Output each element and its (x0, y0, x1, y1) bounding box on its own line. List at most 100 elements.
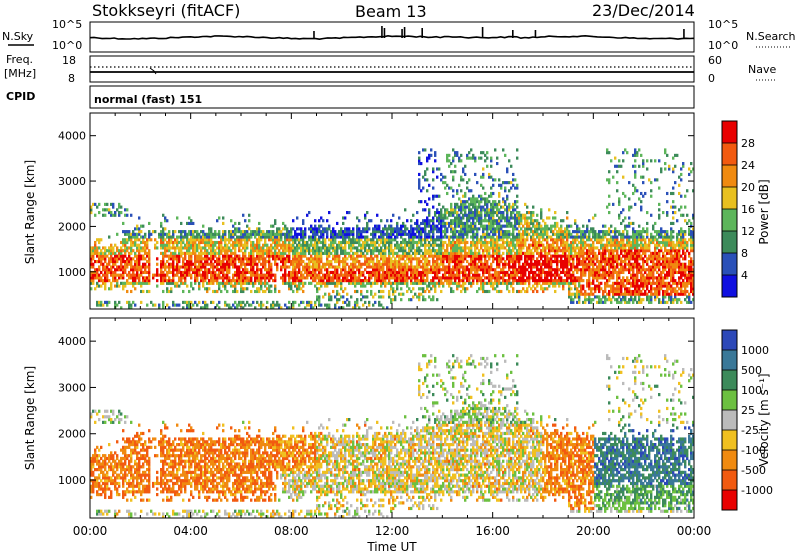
power-cell (564, 227, 567, 231)
power-cell (106, 300, 109, 304)
power-cell (240, 289, 243, 294)
power-cell (472, 200, 475, 204)
power-cell (194, 249, 197, 253)
power-cell (448, 251, 451, 255)
power-cell (452, 232, 455, 236)
power-cell (406, 276, 409, 280)
power-cell (96, 251, 99, 255)
power-cell (464, 246, 467, 250)
power-cell (178, 240, 181, 245)
power-cell (126, 262, 129, 266)
power-cell (144, 249, 147, 253)
power-cell (484, 219, 487, 223)
power-cell (102, 303, 105, 307)
power-cell (308, 251, 311, 255)
power-cell (450, 186, 453, 190)
power-cell (402, 251, 405, 255)
power-cell (314, 243, 317, 247)
power-cell (234, 279, 237, 283)
power-cell (454, 254, 457, 258)
freq-label: Freq. (6, 53, 33, 66)
power-cell (184, 254, 187, 258)
power-cell (290, 276, 293, 280)
power-cell (332, 230, 335, 234)
power-cell (484, 216, 487, 220)
power-cell (432, 265, 435, 269)
power-cell (292, 235, 295, 239)
power-cell (168, 270, 171, 275)
power-cell (186, 262, 189, 266)
power-cell (266, 254, 269, 258)
power-cell (436, 257, 439, 261)
power-cell (98, 303, 101, 307)
power-cell (510, 281, 513, 285)
power-cell (524, 213, 527, 217)
power-cell (288, 249, 291, 253)
power-cell (346, 232, 349, 236)
power-cell (102, 273, 105, 277)
power-cell (408, 230, 411, 234)
power-cell (302, 240, 305, 245)
power-cell (502, 181, 505, 185)
power-cell (458, 270, 461, 275)
power-cell (194, 246, 197, 250)
power-cell (150, 238, 153, 242)
power-cell (526, 279, 529, 283)
power-cell (536, 260, 539, 264)
power-cell (456, 251, 459, 255)
power-cell (344, 230, 347, 234)
power-cell (490, 262, 493, 266)
power-cell (464, 243, 467, 247)
power-cell (242, 260, 245, 264)
power-cell (412, 238, 415, 242)
power-cell (376, 249, 379, 253)
power-cell (276, 235, 279, 239)
power-cell (236, 257, 239, 261)
power-cell (102, 257, 105, 261)
power-cell (270, 265, 273, 269)
power-cell (294, 251, 297, 255)
power-cell (202, 240, 205, 245)
power-cell (90, 211, 93, 215)
power-cell (400, 254, 403, 258)
power-cell (426, 167, 429, 171)
power-cell (294, 230, 297, 234)
power-cell (382, 273, 385, 277)
power-cell (388, 246, 391, 250)
power-cell (304, 240, 307, 245)
power-cell (436, 211, 439, 215)
power-cell (526, 221, 529, 226)
power-cell (236, 273, 239, 277)
power-cell (440, 262, 443, 266)
power-cell (162, 300, 165, 304)
power-cell (434, 273, 437, 277)
power-cell (284, 303, 287, 307)
power-cell (412, 257, 415, 261)
power-cell (536, 219, 539, 223)
power-cell (328, 270, 331, 275)
power-cell (214, 276, 217, 280)
power-cell (236, 303, 239, 307)
power-cell (318, 249, 321, 253)
power-cell (466, 273, 469, 277)
power-cell (356, 289, 359, 294)
power-cell (398, 273, 401, 277)
power-cell (252, 240, 255, 245)
power-cell (166, 260, 169, 264)
power-cell (464, 249, 467, 253)
power-cell (122, 254, 125, 258)
power-cell (188, 240, 191, 245)
power-cell (512, 202, 515, 206)
power-cell (246, 232, 249, 236)
power-cell (188, 257, 191, 261)
power-cell (258, 235, 261, 239)
power-cell (436, 265, 439, 269)
power-cell (506, 287, 509, 291)
power-cell (450, 170, 453, 174)
power-cell (266, 230, 269, 234)
power-cell (470, 251, 473, 255)
power-cell (556, 268, 559, 272)
power-cell (350, 295, 353, 299)
power-cell (342, 249, 345, 253)
power-cell (332, 246, 335, 250)
